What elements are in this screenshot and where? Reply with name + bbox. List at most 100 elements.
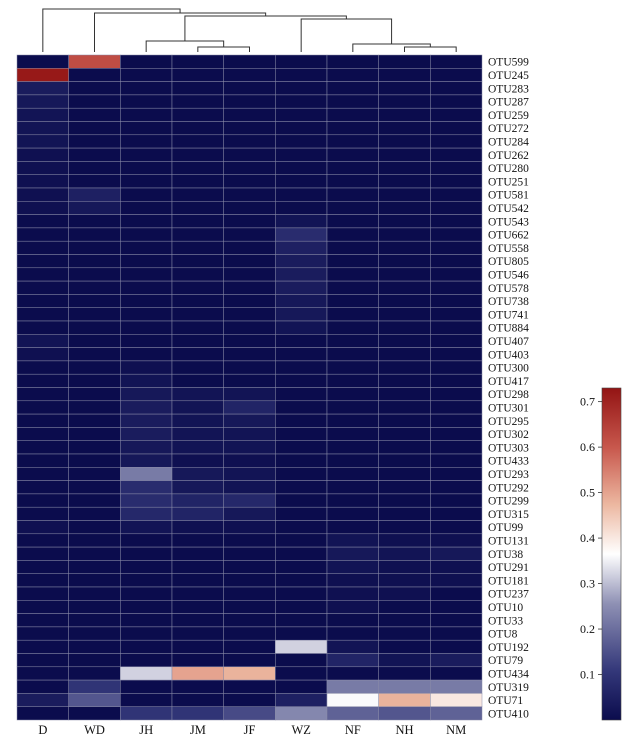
heatmap-cell — [16, 334, 69, 348]
row-label: OTU38 — [488, 549, 523, 561]
heatmap-cell — [120, 214, 173, 229]
heatmap-cell — [68, 227, 121, 242]
heatmap-cell — [120, 174, 173, 189]
row-label: OTU272 — [488, 123, 529, 135]
heatmap-cell — [120, 134, 173, 149]
heatmap-cell — [171, 214, 224, 229]
heatmap-cell — [223, 600, 276, 614]
heatmap-cell — [326, 653, 379, 668]
column-label: JF — [244, 723, 256, 737]
heatmap-cell — [430, 254, 483, 269]
heatmap-cell — [171, 546, 224, 561]
heatmap-cell — [120, 307, 173, 322]
heatmap-cell — [430, 467, 483, 481]
heatmap-cell — [68, 653, 121, 668]
heatmap-cell — [171, 586, 224, 601]
heatmap-cell — [16, 427, 69, 441]
heatmap-cell — [16, 706, 69, 721]
heatmap-cell — [275, 161, 328, 175]
heatmap-cell — [378, 54, 431, 69]
heatmap-cell — [68, 161, 121, 175]
heatmap-cell — [68, 706, 121, 721]
heatmap-cell — [16, 626, 69, 641]
heatmap-cell — [223, 187, 276, 202]
heatmap-cell — [171, 400, 224, 415]
heatmap-cell — [171, 68, 224, 82]
heatmap-cell — [171, 626, 224, 641]
heatmap-cell — [68, 427, 121, 441]
heatmap-cell — [68, 214, 121, 229]
heatmap-cell — [120, 453, 173, 468]
heatmap-cell — [378, 214, 431, 229]
heatmap-cell — [171, 520, 224, 535]
heatmap-cell — [68, 54, 121, 69]
heatmap-cell — [430, 427, 483, 441]
heatmap-cell — [275, 560, 328, 574]
heatmap-cell — [326, 546, 379, 561]
row-label: OTU299 — [488, 496, 529, 508]
heatmap-cell — [326, 360, 379, 375]
heatmap-cell — [223, 107, 276, 122]
heatmap-cell — [326, 453, 379, 468]
heatmap-cell — [430, 480, 483, 495]
heatmap-cell — [275, 706, 328, 721]
heatmap-cell — [68, 493, 121, 508]
heatmap-cell — [16, 320, 69, 335]
heatmap-cell — [223, 121, 276, 136]
heatmap-cell — [120, 54, 173, 69]
heatmap-cell — [430, 666, 483, 681]
heatmap-cell — [275, 520, 328, 535]
heatmap-cell — [275, 174, 328, 189]
heatmap-cell — [430, 387, 483, 402]
heatmap-cell — [16, 214, 69, 229]
heatmap-cell — [378, 653, 431, 668]
heatmap-cell — [275, 639, 328, 654]
heatmap-cell — [171, 427, 224, 441]
heatmap-cell — [120, 227, 173, 242]
heatmap-cell — [171, 493, 224, 508]
heatmap-cell — [120, 254, 173, 269]
heatmap-cell — [378, 427, 431, 441]
heatmap-cell — [378, 626, 431, 641]
heatmap-cell — [120, 586, 173, 601]
heatmap-cell — [378, 267, 431, 282]
heatmap-cell — [68, 413, 121, 428]
heatmap-cell — [68, 480, 121, 495]
row-label: OTU181 — [488, 575, 529, 587]
heatmap-cell — [171, 533, 224, 548]
row-label: OTU741 — [488, 309, 529, 321]
heatmap-cell — [68, 679, 121, 694]
heatmap-cell — [223, 240, 276, 255]
heatmap-cell — [275, 480, 328, 495]
heatmap-cell — [275, 693, 328, 707]
heatmap-cell — [171, 294, 224, 308]
heatmap-cell — [378, 440, 431, 455]
heatmap-cell — [378, 639, 431, 654]
heatmap-cell — [378, 68, 431, 82]
heatmap-cell — [120, 267, 173, 282]
heatmap-cell — [326, 493, 379, 508]
heatmap-cell — [120, 334, 173, 348]
heatmap-cell — [326, 626, 379, 641]
heatmap-cell — [68, 626, 121, 641]
heatmap-cell — [223, 693, 276, 707]
row-label: OTU315 — [488, 509, 529, 521]
heatmap-cell — [68, 400, 121, 415]
heatmap-cell — [68, 586, 121, 601]
column-label: NH — [395, 723, 413, 737]
heatmap-cell — [275, 493, 328, 508]
heatmap-cell — [171, 201, 224, 215]
heatmap-cell — [16, 546, 69, 561]
heatmap-cell — [171, 307, 224, 322]
colorbar-tick-label: 0.7 — [580, 395, 595, 409]
heatmap-cell — [16, 679, 69, 694]
heatmap-cell — [430, 639, 483, 654]
heatmap-cell — [378, 347, 431, 362]
heatmap-cell — [378, 107, 431, 122]
heatmap-cell — [275, 54, 328, 69]
heatmap-cell — [68, 600, 121, 614]
heatmap-cell — [430, 560, 483, 574]
heatmap-cell — [16, 360, 69, 375]
heatmap-cell — [326, 121, 379, 136]
heatmap-cell — [120, 201, 173, 215]
